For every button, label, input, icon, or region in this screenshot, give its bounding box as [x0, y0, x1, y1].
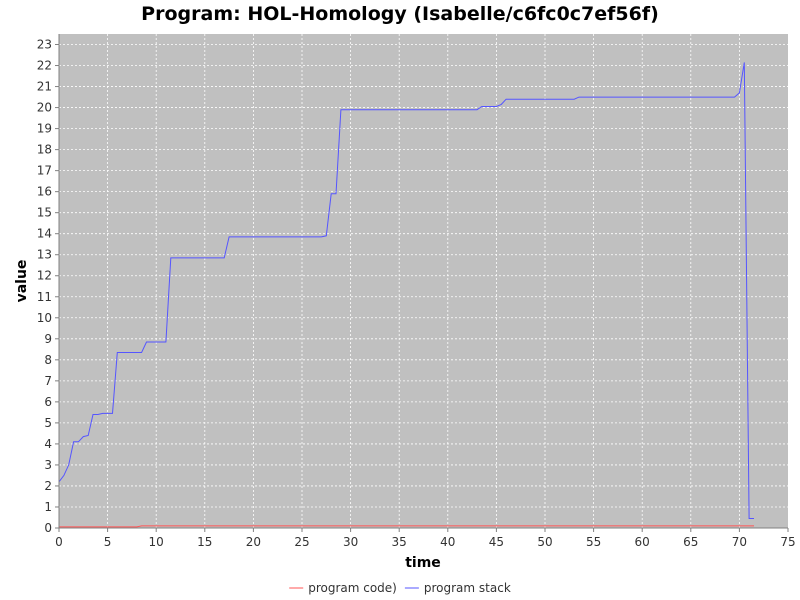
- axes: [58, 34, 788, 529]
- x-tick-label: 15: [197, 535, 212, 549]
- y-tick-label: 8: [44, 353, 52, 367]
- x-axis-ticks: 0 5 10 15 20 25 30 35 40 45 50 55 60 65 70 75: [55, 528, 796, 549]
- y-tick-label: 2: [44, 479, 52, 493]
- x-tick-label: 75: [780, 535, 795, 549]
- y-tick-label: 22: [37, 59, 52, 73]
- x-tick-label: 35: [392, 535, 407, 549]
- series-line-program-stack: [58, 62, 754, 519]
- y-tick-label: 19: [37, 122, 52, 136]
- y-tick-label: 13: [37, 248, 52, 262]
- y-tick-label: 21: [37, 80, 52, 94]
- y-tick-label: 0: [44, 521, 52, 535]
- legend: program code) program stack: [289, 581, 511, 595]
- x-tick-label: 45: [489, 535, 504, 549]
- x-tick-label: 65: [683, 535, 698, 549]
- y-tick-label: 5: [44, 416, 52, 430]
- series-layer: [58, 62, 754, 528]
- x-tick-label: 70: [732, 535, 747, 549]
- x-axis-label: time: [405, 555, 441, 571]
- y-axis-label: value: [14, 260, 30, 303]
- y-tick-label: 9: [44, 332, 52, 346]
- grid-lines: [59, 34, 788, 528]
- x-tick-label: 20: [246, 535, 261, 549]
- x-tick-label: 0: [55, 535, 63, 549]
- y-tick-label: 23: [37, 38, 52, 52]
- x-tick-label: 10: [149, 535, 164, 549]
- x-tick-label: 55: [586, 535, 601, 549]
- y-tick-label: 3: [44, 458, 52, 472]
- legend-label: program code): [308, 581, 397, 595]
- legend-label: program stack: [424, 581, 511, 595]
- y-tick-label: 7: [44, 374, 52, 388]
- y-tick-label: 1: [44, 500, 52, 514]
- y-tick-label: 4: [44, 437, 52, 451]
- x-tick-label: 40: [440, 535, 455, 549]
- y-tick-label: 12: [37, 269, 52, 283]
- y-tick-label: 16: [37, 185, 52, 199]
- y-tick-label: 10: [37, 311, 52, 325]
- x-tick-label: 50: [537, 535, 552, 549]
- x-tick-label: 5: [104, 535, 112, 549]
- y-tick-label: 18: [37, 143, 52, 157]
- series-line-program-code: [59, 525, 754, 528]
- y-tick-label: 20: [37, 101, 52, 115]
- x-tick-label: 60: [635, 535, 650, 549]
- x-tick-label: 25: [294, 535, 309, 549]
- x-tick-label: 30: [343, 535, 358, 549]
- chart-title: Program: HOL-Homology (Isabelle/c6fc0c7e…: [141, 3, 659, 25]
- y-tick-label: 6: [44, 395, 52, 409]
- y-tick-label: 14: [37, 227, 52, 241]
- y-tick-label: 11: [37, 290, 52, 304]
- y-tick-label: 17: [37, 164, 52, 178]
- plot-area: [59, 34, 788, 528]
- y-tick-label: 15: [37, 206, 52, 220]
